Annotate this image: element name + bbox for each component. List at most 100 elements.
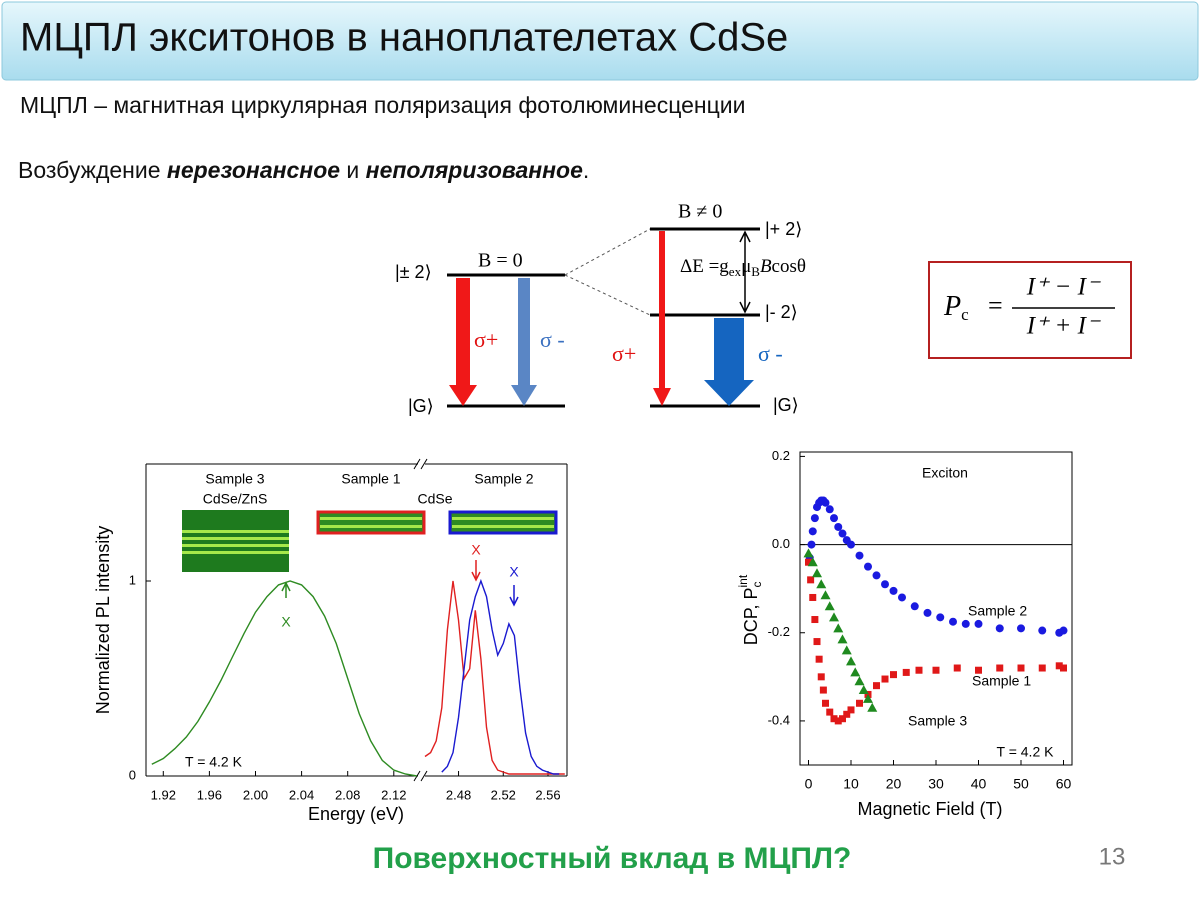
- point: [837, 634, 848, 644]
- point: [872, 571, 881, 580]
- x-tick-label: 2.04: [289, 787, 314, 802]
- state-label: |G⟩: [773, 395, 799, 415]
- field-label: B = 0: [478, 250, 523, 272]
- point: [1038, 626, 1047, 635]
- point: [817, 673, 825, 681]
- inset-stripe: [320, 525, 422, 528]
- point: [813, 638, 821, 646]
- point: [881, 675, 889, 683]
- point: [898, 593, 906, 602]
- text: P: [943, 291, 961, 322]
- annotation: Exciton: [922, 465, 968, 481]
- y-axis-label: DCP, Pcint: [736, 574, 764, 645]
- inset: [316, 510, 426, 535]
- formula-box: [928, 261, 1132, 359]
- formula-lhs: Pc: [943, 291, 969, 323]
- arrow: [449, 278, 477, 406]
- y-axis-label: Normalized PL intensity: [93, 526, 113, 714]
- point: [961, 619, 970, 628]
- point: [830, 514, 838, 523]
- subscript: c: [750, 581, 764, 587]
- text: B: [760, 256, 772, 277]
- point: [864, 562, 872, 571]
- subtitle: МЦПЛ – магнитная циркулярная поляризация…: [20, 92, 746, 118]
- arrow: [511, 278, 537, 406]
- point: [825, 505, 834, 514]
- x-tick-label: 2.52: [491, 787, 516, 802]
- inset-stripe: [182, 537, 289, 540]
- point: [816, 579, 827, 589]
- sigma-minus: σ -: [540, 327, 565, 352]
- annotation: CdSe: [417, 491, 452, 507]
- point: [889, 586, 898, 595]
- sigma-plus: σ+: [474, 327, 498, 352]
- x-axis-label: Magnetic Field (T): [857, 799, 1002, 819]
- point: [902, 668, 910, 676]
- point: [1060, 664, 1067, 672]
- point: [881, 580, 889, 589]
- point: [953, 664, 961, 672]
- state-label: |± 2⟩: [395, 262, 432, 282]
- point: [1038, 664, 1046, 672]
- point: [810, 514, 819, 523]
- point: [873, 682, 880, 690]
- slide-title: МЦПЛ экситонов в наноплателетах CdSe: [20, 16, 788, 60]
- inset-stripe: [320, 517, 422, 520]
- point: [890, 671, 897, 679]
- x-tick-label: 50: [1013, 776, 1029, 792]
- point: [829, 612, 839, 622]
- x-tick-label: 10: [843, 776, 859, 792]
- x-tick-label: 40: [971, 776, 987, 792]
- point: [833, 623, 844, 633]
- text: DCP, P: [741, 587, 761, 645]
- point: [949, 617, 957, 626]
- energy-diagram: |± 2⟩ B = 0 σ+ σ - |G⟩ B ≠ 0 |+ 2⟩ |- 2⟩…: [395, 201, 806, 416]
- point: [915, 666, 923, 674]
- x-axis-label: Energy (eV): [308, 804, 404, 824]
- state-label: |G⟩: [408, 396, 434, 416]
- arrow: [704, 318, 754, 406]
- point: [975, 666, 982, 674]
- point: [811, 616, 819, 624]
- peak-arrow: [471, 560, 481, 582]
- inset-stripe: [182, 530, 289, 533]
- point: [846, 656, 856, 666]
- dcp-chart: -0.4 -0.2 0.0 0.2 0 10 20 30 40 50 60 Sample 2 Sampl…: [736, 448, 1073, 819]
- point: [974, 619, 983, 628]
- subscript: c: [961, 305, 969, 324]
- subscript: ex: [729, 264, 742, 279]
- x-tick-label: 60: [1056, 776, 1072, 792]
- formula: Pc = I⁺ − I⁻ I⁺ + I⁻: [928, 261, 1132, 359]
- point: [1059, 626, 1068, 635]
- point: [815, 655, 823, 663]
- page-number: 13: [1099, 843, 1126, 870]
- peak-arrow: [509, 585, 519, 607]
- point: [824, 601, 835, 611]
- point: [854, 676, 865, 686]
- inset-stripe: [452, 517, 554, 520]
- point: [809, 593, 817, 601]
- y-tick-label: 0.2: [772, 448, 790, 463]
- point: [819, 686, 827, 694]
- point: [910, 602, 919, 611]
- point: [821, 498, 830, 507]
- annotation: T = 4.2 K: [185, 754, 243, 770]
- point: [807, 557, 818, 567]
- text: μ: [741, 256, 751, 277]
- point: [1017, 624, 1025, 633]
- point: [995, 624, 1004, 633]
- annotation: X: [471, 542, 481, 558]
- emphasis: неполяризованное: [366, 157, 583, 183]
- point: [834, 717, 842, 725]
- x-tick-label: 2.12: [381, 787, 406, 802]
- point: [807, 540, 816, 549]
- inset-stripe: [452, 525, 554, 528]
- point: [838, 529, 847, 538]
- point: [830, 715, 838, 723]
- denominator: I⁺ + I⁻: [1026, 313, 1101, 340]
- point: [867, 702, 878, 712]
- annotation: T = 4.2 K: [997, 744, 1055, 760]
- annotation: Sample 3: [205, 471, 264, 487]
- point: [843, 710, 851, 718]
- point: [820, 590, 831, 600]
